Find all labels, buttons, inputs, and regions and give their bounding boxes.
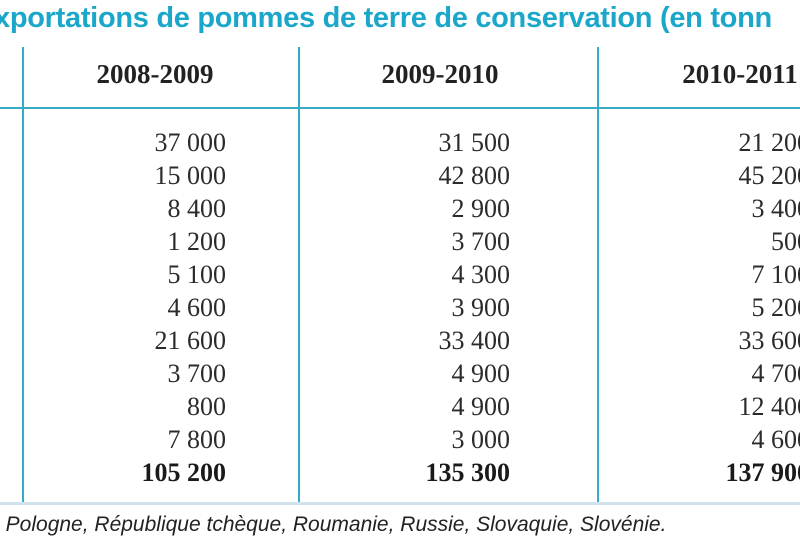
column-header-2009-2010: 2009-2010 <box>381 59 499 89</box>
table-cell: 3 400 <box>751 194 800 223</box>
table-cell: 800 <box>187 392 226 421</box>
table-title: xportations de pommes de terre de conser… <box>0 2 772 34</box>
table-cell: 45 200 <box>738 161 800 190</box>
table-cell: 33 400 <box>438 326 511 355</box>
column-divider <box>22 47 24 502</box>
table-cell: 1 200 <box>167 227 227 256</box>
table-cell: 21 200 <box>738 128 800 157</box>
table-cell: 4 600 <box>751 425 800 454</box>
title-bar: xportations de pommes de terre de conser… <box>0 0 800 40</box>
table-cell: 3 900 <box>451 293 511 322</box>
table-cell: 4 600 <box>167 293 227 322</box>
exports-table: 2008-2009 2009-2010 2010-2011 37 000 15 0… <box>0 47 800 505</box>
table-cell: 8 400 <box>167 194 227 223</box>
table-cell: 5 100 <box>167 260 227 289</box>
column-2008-2009: 37 000 15 000 8 400 1 200 5 100 4 600 21 600 3 … <box>60 126 227 489</box>
table-cell: 4 700 <box>751 359 800 388</box>
table-cell: 33 600 <box>738 326 800 355</box>
table-cell: 31 500 <box>438 128 511 157</box>
column-2009-2010: 31 500 42 800 2 900 3 700 4 300 3 900 33 400 4 … <box>340 126 511 489</box>
table-cell: 15 000 <box>154 161 227 190</box>
table-header-row: 2008-2009 2009-2010 2010-2011 <box>0 47 800 109</box>
table-cell: 37 000 <box>154 128 227 157</box>
total-cell: 137 900 <box>725 458 800 487</box>
table-cell: 7 100 <box>751 260 800 289</box>
table-cell: 3 700 <box>167 359 227 388</box>
table-cell: 4 900 <box>451 359 511 388</box>
table-cell: 4 300 <box>451 260 511 289</box>
table-cell: 42 800 <box>438 161 511 190</box>
table-cell: 5 200 <box>751 293 800 322</box>
column-2010-2011: 21 200 45 200 3 400 500 7 100 5 200 33 600 4 70… <box>640 126 800 489</box>
total-cell: 135 300 <box>425 458 511 487</box>
table-cell: 500 <box>771 227 800 256</box>
footnote: , Pologne, République tchèque, Roumanie,… <box>0 513 667 536</box>
column-divider <box>298 47 300 502</box>
table-cell: 4 900 <box>451 392 511 421</box>
table-cell: 12 400 <box>738 392 800 421</box>
table-cell: 2 900 <box>451 194 511 223</box>
table-cell: 3 700 <box>451 227 511 256</box>
column-divider <box>597 47 599 502</box>
column-header-2010-2011: 2010-2011 <box>682 59 798 89</box>
table-cell: 7 800 <box>167 425 227 454</box>
table-cell: 21 600 <box>154 326 227 355</box>
table-cell: 3 000 <box>451 425 511 454</box>
total-cell: 105 200 <box>141 458 227 487</box>
column-header-2008-2009: 2008-2009 <box>96 59 214 89</box>
